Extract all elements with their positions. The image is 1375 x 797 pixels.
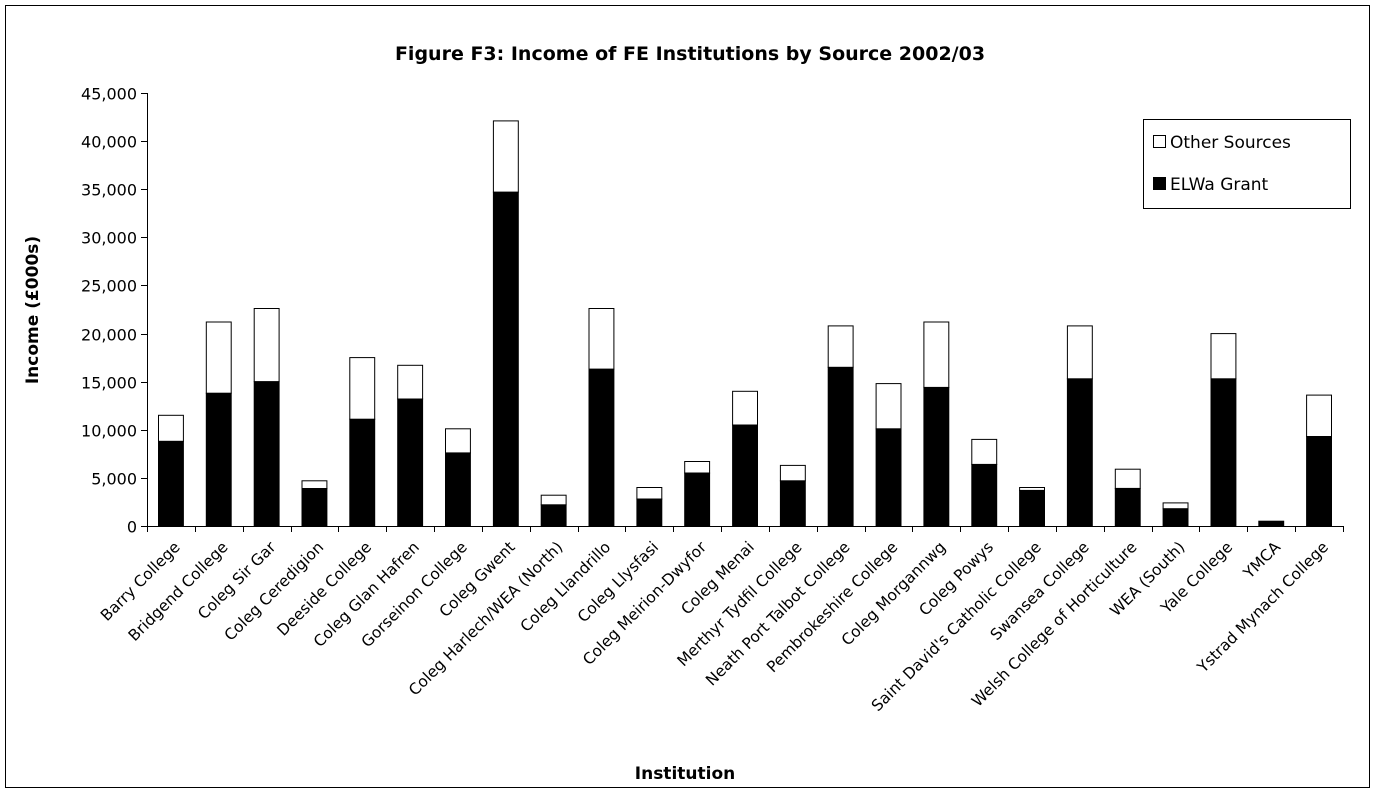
bars-group xyxy=(158,120,1332,527)
bar-elwa-grant-yale-college xyxy=(1210,378,1237,527)
bar-other-sources-barry-college xyxy=(158,414,184,442)
bar-other-sources-coleg-menai xyxy=(732,390,758,426)
bar-elwa-grant-pembrokeshire-college xyxy=(875,428,902,527)
legend-label-elwa-grant: ELWa Grant xyxy=(1170,175,1269,195)
bar-other-sources-ystrad-mynach-college xyxy=(1306,394,1332,438)
y-tick-label: 15,000 xyxy=(81,374,137,393)
y-tick-label: 0 xyxy=(127,518,137,537)
bar-other-sources-bridgend-college xyxy=(205,321,232,394)
bar-elwa-grant-neath-port-talbot-college xyxy=(827,366,854,527)
bar-other-sources-coleg-llandrillo xyxy=(588,308,615,370)
bar-other-sources-deeside-college xyxy=(349,357,376,420)
bar-other-sources-coleg-harlech-wea-north xyxy=(540,494,567,506)
bar-elwa-grant-barry-college xyxy=(158,440,184,527)
bar-other-sources-coleg-morgannwg xyxy=(923,321,950,388)
bar-elwa-grant-welsh-college-of-horticulture xyxy=(1114,488,1141,527)
y-tick-label: 40,000 xyxy=(81,133,137,152)
bar-elwa-grant-coleg-gwent xyxy=(492,191,519,527)
bar-elwa-grant-coleg-glan-hafren xyxy=(397,398,424,527)
bar-other-sources-coleg-gwent xyxy=(492,120,519,193)
bar-elwa-grant-coleg-ceredigion xyxy=(301,488,328,527)
legend-label-other-sources: Other Sources xyxy=(1170,133,1291,153)
y-tick-label: 30,000 xyxy=(81,229,137,248)
bar-elwa-grant-coleg-powys xyxy=(971,463,998,527)
y-tick-label: 5,000 xyxy=(91,470,137,489)
bar-other-sources-coleg-llysfasi xyxy=(636,487,663,500)
bar-elwa-grant-coleg-menai xyxy=(732,424,758,527)
bar-elwa-grant-wea-south xyxy=(1162,508,1189,527)
chart-border xyxy=(5,5,1370,788)
bar-elwa-grant-saint-david-s-catholic-college xyxy=(1019,489,1045,527)
y-axis-title: Income (£000s) xyxy=(23,236,43,384)
y-tick-label: 25,000 xyxy=(81,277,137,296)
bar-elwa-grant-ystrad-mynach-college xyxy=(1306,436,1332,527)
bar-other-sources-coleg-powys xyxy=(971,438,998,465)
bar-other-sources-coleg-glan-hafren xyxy=(397,364,424,400)
bar-elwa-grant-coleg-harlech-wea-north xyxy=(540,504,567,527)
bar-other-sources-merthyr-tydfil-college xyxy=(779,464,806,482)
bar-other-sources-neath-port-talbot-college xyxy=(827,325,854,368)
legend-swatch-other-sources xyxy=(1153,135,1166,148)
bar-other-sources-swansea-college xyxy=(1066,325,1093,380)
bar-other-sources-welsh-college-of-horticulture xyxy=(1114,468,1141,489)
y-tick-label: 10,000 xyxy=(81,422,137,441)
bar-elwa-grant-bridgend-college xyxy=(205,392,232,527)
bar-other-sources-saint-david-s-catholic-college xyxy=(1019,487,1045,491)
x-axis-title: Institution xyxy=(635,764,735,784)
bar-elwa-grant-deeside-college xyxy=(349,418,376,527)
bar-other-sources-coleg-meirion-dwyfor xyxy=(684,461,711,474)
bar-other-sources-yale-college xyxy=(1210,333,1237,380)
bar-elwa-grant-coleg-llandrillo xyxy=(588,368,615,527)
bar-elwa-grant-gorseinon-college xyxy=(445,452,471,527)
bar-elwa-grant-swansea-college xyxy=(1066,378,1093,527)
bar-other-sources-pembrokeshire-college xyxy=(875,383,902,430)
legend-box xyxy=(1143,119,1351,209)
chart-title: Figure F3: Income of FE Institutions by … xyxy=(395,43,985,65)
legend: Other Sources ELWa Grant xyxy=(1143,119,1351,209)
bar-other-sources-gorseinon-college xyxy=(445,428,471,454)
bar-elwa-grant-coleg-morgannwg xyxy=(923,386,950,527)
y-tick-label: 35,000 xyxy=(81,181,137,200)
bar-other-sources-coleg-ceredigion xyxy=(301,480,328,489)
y-tick-label: 45,000 xyxy=(81,85,137,104)
bar-elwa-grant-coleg-sir-gar xyxy=(253,381,280,527)
bar-elwa-grant-coleg-meirion-dwyfor xyxy=(684,472,711,527)
bar-elwa-grant-ymca xyxy=(1258,520,1285,527)
bar-other-sources-wea-south xyxy=(1162,502,1189,510)
bar-other-sources-coleg-sir-gar xyxy=(253,308,280,383)
y-axis-ticks: 0 5,000 10,000 15,000 20,000 25,000 30,000 35,0… xyxy=(81,85,1344,537)
legend-swatch-elwa-grant xyxy=(1153,177,1166,190)
y-tick-label: 20,000 xyxy=(81,326,137,345)
bar-elwa-grant-coleg-llysfasi xyxy=(636,498,663,527)
bar-elwa-grant-merthyr-tydfil-college xyxy=(779,480,806,527)
